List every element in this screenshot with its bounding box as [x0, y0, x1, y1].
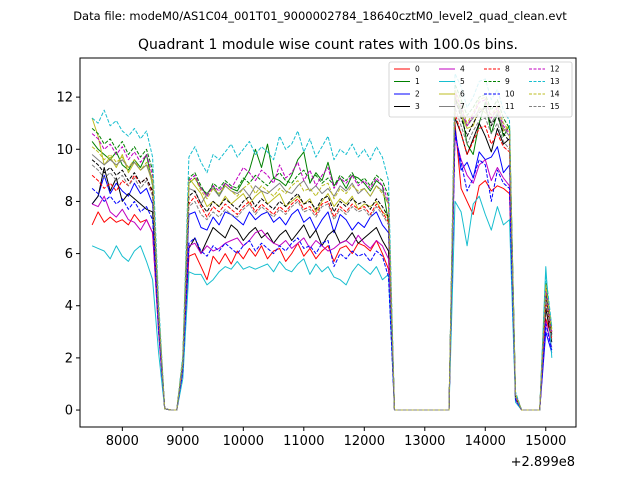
- legend-label-3: 3: [415, 102, 420, 111]
- legend-label-8: 8: [505, 65, 510, 74]
- y-tick-label: 12: [56, 91, 73, 106]
- legend-label-9: 9: [505, 77, 510, 86]
- legend-label-14: 14: [550, 90, 560, 99]
- x-tick-label: 12000: [344, 434, 385, 449]
- x-tick-label: 14000: [465, 434, 506, 449]
- x-tick-label: 11000: [283, 434, 324, 449]
- legend-label-6: 6: [460, 90, 465, 99]
- x-tick-label: 10000: [223, 434, 264, 449]
- legend-label-2: 2: [415, 90, 420, 99]
- legend-box: [388, 61, 573, 118]
- y-tick-label: 8: [65, 195, 73, 210]
- legend-label-1: 1: [415, 77, 420, 86]
- legend-label-0: 0: [415, 65, 420, 74]
- legend-label-15: 15: [550, 102, 560, 111]
- legend-label-12: 12: [550, 65, 560, 74]
- y-tick-label: 0: [65, 404, 73, 419]
- legend-label-10: 10: [505, 90, 515, 99]
- axes: 8000 9000 10000 11000 12000 13000 14000 15000 0 2…: [56, 57, 577, 449]
- legend-label-5: 5: [460, 77, 465, 86]
- series-line-11: [91, 96, 553, 411]
- y-tick-label: 4: [65, 299, 73, 314]
- chart-suptitle: Data file: modeM0/AS1C04_001T01_90000027…: [73, 9, 567, 23]
- x-tick-label: 8000: [106, 434, 139, 449]
- series-line-15: [91, 107, 553, 411]
- series-lines: [91, 73, 553, 411]
- series-line-8: [91, 112, 553, 411]
- legend-label-13: 13: [550, 77, 560, 86]
- y-tick-label: 2: [65, 351, 73, 366]
- x-offset-label: +2.899e8: [511, 455, 575, 470]
- y-tick-label: 10: [56, 143, 73, 158]
- x-tick-label: 9000: [166, 434, 199, 449]
- x-tick-label: 15000: [525, 434, 566, 449]
- chart-title: Quadrant 1 module wise count rates with …: [138, 37, 518, 53]
- x-tick-label: 13000: [404, 434, 445, 449]
- legend-label-11: 11: [505, 102, 515, 111]
- axes-frame: [79, 57, 577, 428]
- legend-label-7: 7: [460, 102, 465, 111]
- plot-area: [91, 73, 553, 411]
- y-tick-label: 6: [65, 247, 73, 262]
- legend-label-4: 4: [460, 65, 465, 74]
